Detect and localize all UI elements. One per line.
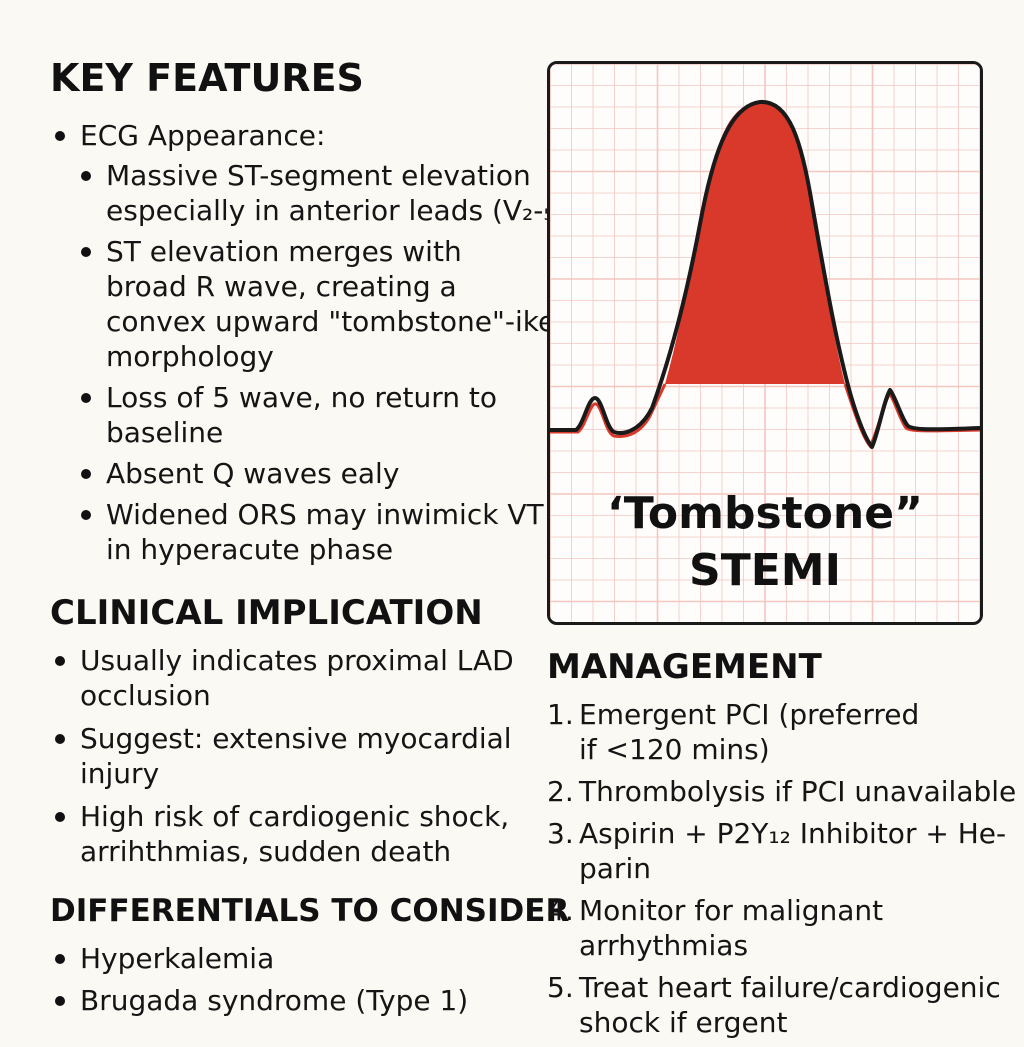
feature-item-text: broad R wave, creating a — [106, 270, 457, 303]
clinical-item-text: Suggest: extensive myocardial — [80, 722, 512, 755]
differential-item-text: Hyperkalemia — [80, 942, 275, 975]
clinical-item: Suggest: extensive myocardial injury — [52, 721, 532, 791]
management-item-text: Thrombolysis if PCI unavailable — [579, 775, 1017, 808]
management-list: 1. Emergent PCI (preferred if <120 mins) 2.… — [547, 697, 1017, 1047]
management-item-text: Monitor for malignant — [579, 894, 884, 927]
management-item-text: shock if ergent — [579, 1006, 788, 1039]
management-item-number: 1. — [547, 698, 574, 731]
feature-item: ST elevation merges with broad R wave, cr… — [78, 234, 556, 374]
feature-item-text: especially in anterior leads (V₂-₅) — [106, 194, 566, 227]
clinical-implication-heading: CLINICAL IMPLICATION — [50, 593, 483, 633]
feature-item-text: baseline — [106, 416, 224, 449]
feature-item-text: in hyperacute phase — [106, 533, 394, 566]
management-item-number: 5. — [547, 971, 574, 1004]
ecg-appearance-item: ECG Appearance: — [52, 118, 325, 153]
management-item-text: Aspirin + P2Y₁₂ Inhibitor + He- — [579, 817, 1007, 850]
feature-item: Widened ORS may inwimick VT in hyperacute… — [78, 497, 544, 567]
management-item-text: arrhythmias — [579, 929, 749, 962]
management-item-text: Emergent PCI (preferred — [579, 698, 920, 731]
management-item-number: 3. — [547, 817, 574, 850]
management-item-number: 2. — [547, 775, 574, 808]
feature-item-text: morphology — [106, 340, 274, 373]
key-features-heading: KEY FEATURES — [50, 56, 364, 100]
clinical-item: High risk of cardiogenic shock, arrihthmi… — [52, 799, 532, 869]
management-item: 1. Emergent PCI (preferred if <120 mins) — [547, 697, 1017, 767]
feature-item: Loss of 5 wave, no return to baseline — [78, 380, 538, 450]
feature-item-text: Widened ORS may inwimick VT — [106, 498, 544, 531]
clinical-item-text: arrihthmias, sudden death — [80, 835, 452, 868]
clinical-item-text: Usually indicates proximal LAD — [80, 644, 514, 677]
clinical-item: Usually indicates proximal LAD occlusion — [52, 643, 532, 713]
management-item: 3. Aspirin + P2Y₁₂ Inhibitor + He-parin — [547, 816, 1017, 886]
management-item-number: 4. — [547, 894, 574, 927]
feature-item-text: ST elevation merges with — [106, 235, 462, 268]
ecg-tracing — [550, 64, 980, 622]
feature-item: Absent Q waves ealy — [78, 456, 538, 491]
management-item-text: Treat heart failure/cardiogenic — [579, 971, 1001, 1004]
clinical-item-text: High risk of cardiogenic shock, — [80, 800, 510, 833]
feature-item-text: Loss of 5 wave, no return to — [106, 381, 497, 414]
management-item-text: if <120 mins) — [579, 733, 770, 766]
clinical-item-text: occlusion — [80, 679, 211, 712]
differentials-list: Hyperkalemia Brugada syndrome (Type 1) — [52, 941, 512, 1025]
clinical-implication-list: Usually indicates proximal LAD occlusion S… — [52, 643, 532, 877]
feature-item-text: Massive ST-segment elevation — [106, 159, 531, 192]
management-item-text: parin — [579, 852, 651, 885]
feature-item: Massive ST-segment elevation especially i… — [78, 158, 566, 228]
differential-item-text: Brugada syndrome (Type 1) — [80, 984, 469, 1017]
differential-item: Brugada syndrome (Type 1) — [52, 983, 512, 1018]
differentials-heading: DIFFERENTIALS TO CONSIDER — [50, 893, 570, 929]
ecg-appearance-label: ECG Appearance: — [80, 119, 326, 152]
ecg-title-line2: STEMI — [689, 545, 841, 596]
differential-item: Hyperkalemia — [52, 941, 512, 976]
management-heading: MANAGEMENT — [547, 647, 822, 687]
ecg-trace-line — [550, 99, 980, 449]
ecg-features-sublist: Massive ST-segment elevation especially i… — [78, 158, 566, 573]
ecg-title-line1: ‘Tombstone” — [607, 488, 923, 539]
feature-item-text: convex upward "tombstone"-ike — [106, 305, 556, 338]
ecg-figure-panel: ‘Tombstone” STEMI — [547, 61, 983, 625]
management-item: 4. Monitor for malignant arrhythmias — [547, 893, 1017, 963]
st-elevation-fill — [665, 102, 845, 384]
feature-item-text: Absent Q waves ealy — [106, 457, 400, 490]
management-item: 2. Thrombolysis if PCI unavailable — [547, 774, 1017, 809]
management-item: 5. Treat heart failure/cardiogenic shock i… — [547, 970, 1017, 1040]
clinical-item-text: injury — [80, 757, 160, 790]
key-features-list: ECG Appearance: — [52, 118, 325, 153]
